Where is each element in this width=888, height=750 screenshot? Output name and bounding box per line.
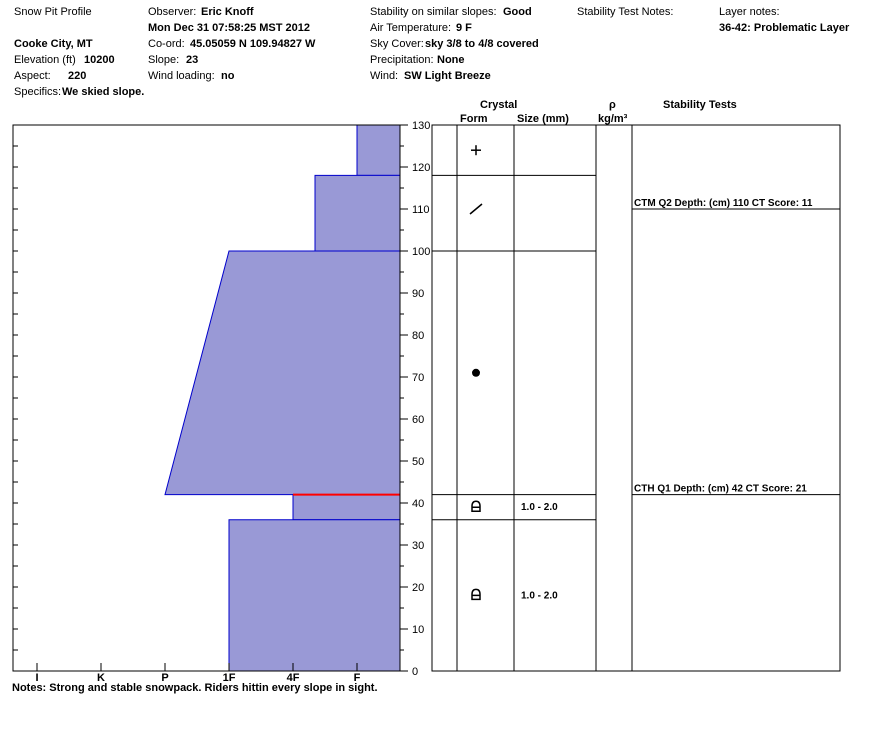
density-symbol: ρ [609,99,616,111]
hardness-layer-0 [356,124,401,176]
observer-label: Observer: [148,6,197,18]
x-tick-label-I: I [35,672,38,684]
notes: Notes: Strong and stable snowpack. Rider… [12,682,378,694]
precip-label: Precipitation: [370,54,434,66]
y-tick-label-80: 80 [412,330,424,342]
crystal-header: Crystal [480,99,518,111]
hardness-layer-1 [314,174,401,252]
coord-value: 45.05059 N 109.94827 W [190,38,316,50]
y-tick-label-130: 130 [412,120,430,132]
density-unit: kg/m³ [598,113,628,125]
slope-label: Slope: [148,54,180,66]
wind-label: Wind: [370,70,399,82]
x-tick-label-K: K [97,672,105,684]
precip-value: None [437,54,465,66]
y-tick-label-0: 0 [412,666,418,678]
hardness-layer-2 [164,250,401,496]
air-temp-label: Air Temperature: [370,22,452,34]
x-tick-label-P: P [161,672,168,684]
observer-value: Eric Knoff [201,6,254,18]
y-tick-label-70: 70 [412,372,424,384]
crystal-form-0 [471,145,481,156]
y-tick-label-30: 30 [412,540,424,552]
y-tick-label-120: 120 [412,162,430,174]
form-header: Form [460,113,488,125]
layer-notes-value: 36-42: Problematic Layer [719,22,850,34]
stability-value: Good [503,6,532,18]
slope-value: 23 [186,54,199,66]
stability-test-notes-label: Stability Test Notes: [577,6,674,18]
y-tick-label-40: 40 [412,498,424,510]
datetime: Mon Dec 31 07:58:25 MST 2012 [148,22,311,34]
y-tick-label-10: 10 [412,624,424,636]
hardness-layer-3 [292,494,401,521]
size-header: Size (mm) [517,113,569,125]
y-tick-label-110: 110 [412,204,430,216]
aspect-label: Aspect: [14,70,51,82]
crystal-form-1 [469,203,483,215]
specifics-value: We skied slope. [62,86,145,98]
crystal-size-3: 1.0 - 2.0 [521,502,558,513]
crystal-form-depth-hoar-icon [471,588,481,601]
elevation-label: Elevation (ft) [14,54,76,66]
y-tick-label-90: 90 [412,288,424,300]
y-tick-label-50: 50 [412,456,424,468]
stability-label: Stability on similar slopes: [370,6,497,18]
specifics-label: Specifics: [14,86,62,98]
air-temp-value: 9 F [456,22,472,34]
coord-label: Co-ord: [148,38,185,50]
y-tick-label-60: 60 [412,414,424,426]
crystal-form-depth-hoar-icon [471,500,481,512]
crystal-form-dot-icon [472,368,480,377]
y-tick-label-20: 20 [412,582,424,594]
stability-test-label-1: CTH Q1 Depth: (cm) 42 CT Score: 21 [634,484,807,495]
x-tick-label-F: F [354,672,361,684]
crystal-form-2 [472,368,480,377]
crystal-form-3 [471,500,481,512]
x-tick-label-1F: 1F [223,672,236,684]
page-title: Snow Pit Profile [14,6,92,18]
wind-loading-label: Wind loading: [148,70,215,82]
layer-table-frame [431,124,841,672]
layer-notes-label: Layer notes: [719,6,780,18]
wind-loading-value: no [221,70,235,82]
stability-test-label-0: CTM Q2 Depth: (cm) 110 CT Score: 11 [634,198,813,209]
hardness-layer-4 [228,519,401,672]
crystal-form-4 [471,588,481,601]
sky-cover-value: sky 3/8 to 4/8 covered [425,38,539,50]
stability-tests-header: Stability Tests [663,99,737,111]
elevation-value: 10200 [84,54,115,66]
y-tick-label-100: 100 [412,246,430,258]
aspect-value: 220 [68,70,87,82]
location: Cooke City, MT [14,38,93,50]
wind-value: SW Light Breeze [404,70,491,82]
x-tick-label-4F: 4F [287,672,300,684]
sky-cover-label: Sky Cover: [370,38,424,50]
crystal-size-4: 1.0 - 2.0 [521,590,558,601]
crystal-form-slash-icon [469,203,483,215]
